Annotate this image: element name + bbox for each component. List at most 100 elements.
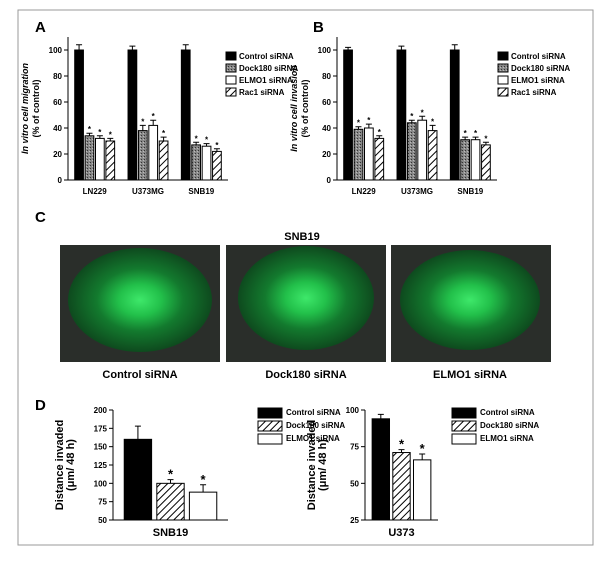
significance-mark: * — [88, 125, 92, 134]
error-bar — [408, 119, 415, 123]
error-bar — [462, 136, 469, 140]
significance-mark: * — [484, 134, 488, 143]
bar — [374, 137, 385, 181]
bar — [449, 49, 460, 181]
y-axis-label: (μm/ 48 h) — [65, 439, 77, 491]
error-bar — [150, 119, 157, 126]
bar — [158, 140, 169, 181]
legend-label: Control siRNA — [286, 408, 341, 417]
legend-swatch — [225, 63, 237, 73]
legend-label: Control siRNA — [239, 52, 294, 61]
significance-mark: * — [109, 130, 113, 139]
error-bar — [129, 45, 136, 50]
bar — [84, 135, 95, 181]
y-tick-label: 40 — [53, 124, 62, 133]
y-tick-label: 100 — [49, 46, 63, 55]
bar — [156, 482, 185, 521]
significance-mark: * — [141, 117, 145, 126]
y-tick-label: 175 — [94, 424, 108, 433]
error-bar — [200, 484, 207, 493]
panel-label: C — [35, 209, 46, 226]
bar — [353, 128, 364, 181]
legend-label: Control siRNA — [480, 408, 535, 417]
error-bar — [355, 126, 362, 130]
error-bar — [96, 135, 103, 139]
y-axis-label: Distance invaded — [306, 420, 318, 510]
legend-swatch — [225, 75, 237, 85]
y-tick-label: 60 — [322, 98, 331, 107]
bar — [201, 145, 212, 181]
legend-label: Rac1 siRNA — [239, 88, 285, 97]
x-tick-label: U373 — [388, 527, 414, 539]
significance-mark: * — [205, 136, 209, 145]
bar — [470, 139, 481, 181]
legend-swatch — [225, 51, 237, 61]
y-tick-label: 125 — [94, 461, 108, 470]
y-tick-label: 80 — [53, 72, 62, 81]
error-bar — [213, 148, 220, 152]
bar — [148, 124, 159, 181]
y-tick-label: 150 — [94, 443, 108, 452]
error-bar — [345, 46, 352, 50]
y-tick-label: 100 — [318, 46, 332, 55]
legend-label: Dock180 siRNA — [286, 421, 345, 430]
significance-mark: * — [162, 129, 166, 138]
y-axis-label: (% of control) — [300, 80, 310, 138]
significance-mark: * — [378, 128, 382, 137]
y-tick-label: 100 — [346, 406, 360, 415]
error-bar — [182, 44, 189, 50]
y-tick-label: 80 — [322, 72, 331, 81]
error-bar — [160, 136, 167, 141]
error-bar — [139, 124, 146, 131]
significance-mark: * — [357, 119, 361, 128]
bar — [137, 130, 148, 181]
legend-swatch — [451, 407, 477, 419]
legend-swatch — [497, 87, 509, 97]
significance-mark: * — [420, 441, 426, 456]
bar — [371, 418, 391, 521]
bar — [105, 140, 116, 181]
y-tick-label: 75 — [350, 443, 359, 452]
significance-mark: * — [474, 129, 478, 138]
y-tick-label: 20 — [322, 150, 331, 159]
error-bar — [76, 44, 83, 50]
panel-label: B — [313, 19, 324, 36]
legend-swatch — [497, 51, 509, 61]
error-bar — [482, 141, 489, 145]
legend-label: Dock180 siRNA — [480, 421, 539, 430]
error-bar — [451, 44, 458, 50]
legend-swatch — [497, 63, 509, 73]
bar — [74, 49, 84, 181]
error-bar — [419, 115, 426, 121]
significance-mark: * — [431, 117, 435, 126]
x-tick-label: LN229 — [83, 187, 108, 196]
x-tick-label: U373MG — [401, 187, 433, 196]
x-tick-label: U373MG — [132, 187, 164, 196]
bar — [343, 49, 353, 181]
error-bar — [365, 123, 372, 128]
y-tick-label: 20 — [53, 150, 62, 159]
y-tick-label: 50 — [350, 479, 359, 488]
bar — [94, 137, 105, 181]
y-tick-label: 100 — [94, 479, 108, 488]
legend-swatch — [497, 75, 509, 85]
panel-label: D — [35, 397, 46, 414]
significance-mark: * — [152, 112, 156, 121]
error-bar — [429, 124, 436, 131]
error-bar — [203, 143, 210, 147]
bar — [460, 139, 471, 181]
bar — [417, 119, 428, 181]
legend-swatch — [225, 87, 237, 97]
y-tick-label: 200 — [94, 406, 108, 415]
significance-mark: * — [421, 108, 425, 117]
significance-mark: * — [464, 129, 468, 138]
error-bar — [472, 136, 479, 140]
x-tick-label: SNB19 — [457, 187, 483, 196]
legend-label: Dock180 siRNA — [239, 64, 298, 73]
image — [238, 246, 374, 350]
frame — [17, 9, 594, 546]
y-axis-label: (μm/ 48 h) — [317, 439, 329, 491]
error-bar — [193, 141, 200, 145]
legend-label: ELMO1 siRNA — [286, 434, 340, 443]
